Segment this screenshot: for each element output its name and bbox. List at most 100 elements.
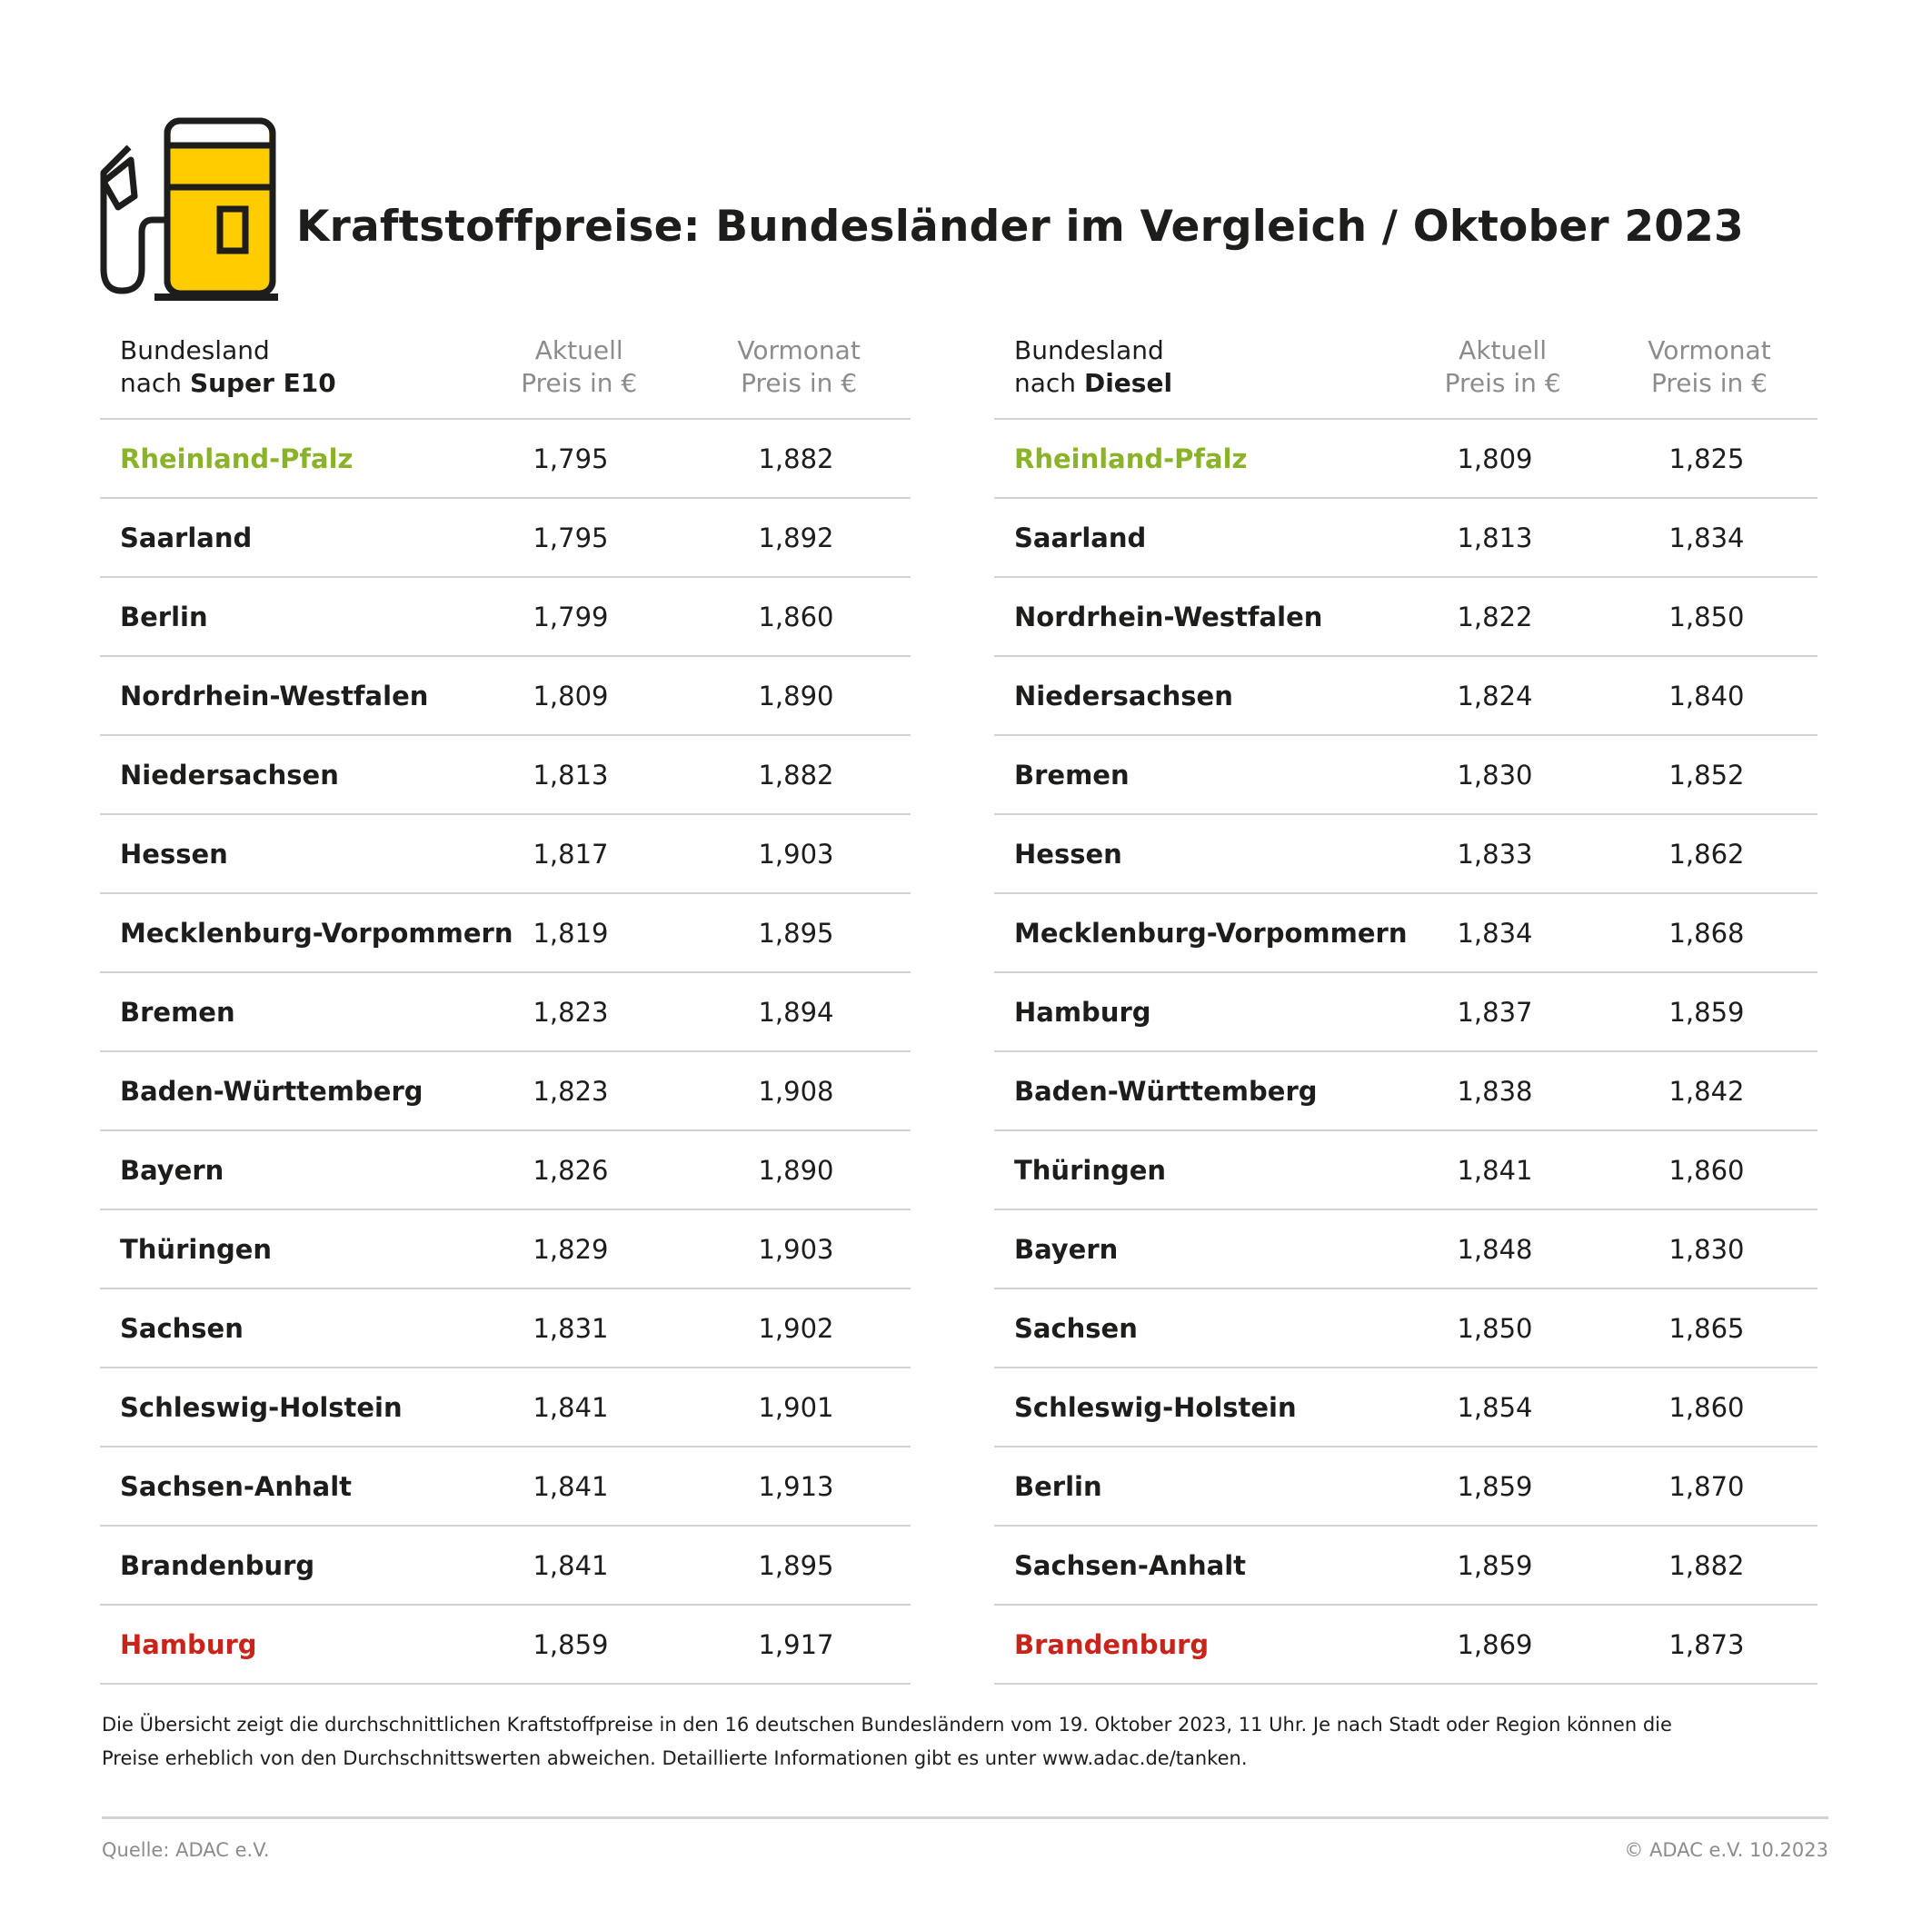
diesel-table: Bundesland nach Diesel Aktuell Preis in … [994,329,1817,1685]
header-prefix: nach [120,368,190,398]
header-label: Aktuell [1459,335,1548,365]
current-price: 1,823 [533,1075,609,1107]
current-price: 1,834 [1457,917,1533,949]
previous-price: 1,825 [1668,443,1745,474]
state-name: Saarland [1014,522,1147,553]
state-name: Baden-Württemberg [120,1075,423,1107]
previous-price: 1,882 [1668,1549,1745,1581]
previous-price: 1,840 [1668,680,1745,711]
current-price: 1,859 [1457,1549,1533,1581]
source-credit: Quelle: ADAC e.V. [102,1839,270,1861]
state-name: Nordrhein-Westfalen [1014,601,1323,632]
current-price: 1,841 [533,1391,609,1423]
footnote: Die Übersicht zeigt die durchschnittlich… [102,1708,1810,1776]
previous-price: 1,913 [758,1470,834,1502]
state-name: Schleswig-Holstein [1014,1391,1297,1423]
state-column-header: Bundesland nach Diesel [994,329,1404,418]
state-name: Baden-Württemberg [1014,1075,1318,1107]
table-header: Bundesland nach Diesel Aktuell Preis in … [994,329,1817,420]
state-name: Hamburg [120,1628,257,1660]
table-row: Saarland 1,795 1,892 [100,499,911,578]
table-body: Rheinland-Pfalz 1,795 1,882 Saarland 1,795 1… [100,420,911,1685]
fuel-pump-icon [100,117,278,301]
current-price: 1,830 [1457,759,1533,791]
previous-price: 1,860 [1668,1154,1745,1186]
current-price: 1,795 [533,522,609,553]
table-row: Bremen 1,823 1,894 [100,973,911,1052]
header-label: Vormonat [737,335,861,365]
state-name: Sachsen-Anhalt [1014,1549,1247,1581]
table-row: Mecklenburg-Vorpommern 1,819 1,895 [100,894,911,973]
state-name: Bremen [1014,759,1130,791]
footnote-line-1: Die Übersicht zeigt die durchschnittlich… [102,1714,1672,1736]
table-row: Hessen 1,817 1,903 [100,815,911,894]
state-name: Thüringen [1014,1154,1167,1186]
super-e10-table: Bundesland nach Super E10 Aktuell Preis … [100,329,911,1685]
state-name: Niedersachsen [120,759,339,791]
header-unit: Preis in € [1444,368,1561,398]
state-name: Brandenburg [120,1549,315,1581]
table-row: Sachsen-Anhalt 1,859 1,882 [994,1527,1817,1606]
state-name: Rheinland-Pfalz [120,443,354,474]
table-row: Sachsen-Anhalt 1,841 1,913 [100,1447,911,1527]
current-price: 1,823 [533,996,609,1028]
state-name: Sachsen [120,1312,244,1344]
current-price: 1,869 [1457,1628,1533,1660]
previous-price: 1,830 [1668,1233,1745,1265]
current-price: 1,859 [533,1628,609,1660]
current-price: 1,859 [1457,1470,1533,1502]
header-prefix: nach [1014,368,1084,398]
current-price: 1,831 [533,1312,609,1344]
fuel-type-label: Super E10 [189,368,336,398]
current-price: 1,841 [1457,1154,1533,1186]
header-label: Bundesland [120,335,270,365]
previous-price: 1,895 [758,917,834,949]
table-row: Mecklenburg-Vorpommern 1,834 1,868 [994,894,1817,973]
footnote-line-2: Preise erheblich von den Durchschnittswe… [102,1747,1248,1769]
previous-price: 1,902 [758,1312,834,1344]
current-price: 1,838 [1457,1075,1533,1107]
state-name: Hessen [1014,838,1122,870]
state-name: Berlin [1014,1470,1102,1502]
previous-price: 1,834 [1668,522,1745,553]
current-price-column-header: Aktuell Preis in € [471,329,687,418]
table-row: Bremen 1,830 1,852 [994,736,1817,815]
page-title: Kraftstoffpreise: Bundesländer im Vergle… [296,202,1744,252]
header-label: Vormonat [1648,335,1771,365]
state-name: Mecklenburg-Vorpommern [120,917,513,949]
current-price: 1,813 [1457,522,1533,553]
table-row: Thüringen 1,841 1,860 [994,1131,1817,1210]
current-price: 1,799 [533,601,609,632]
current-price: 1,809 [1457,443,1533,474]
current-price: 1,826 [533,1154,609,1186]
previous-price: 1,917 [758,1628,834,1660]
previous-price: 1,852 [1668,759,1745,791]
current-price: 1,813 [533,759,609,791]
table-row: Bayern 1,848 1,830 [994,1210,1817,1289]
state-name: Mecklenburg-Vorpommern [1014,917,1408,949]
table-row: Berlin 1,799 1,860 [100,578,911,657]
current-price: 1,854 [1457,1391,1533,1423]
header-label: Bundesland [1014,335,1164,365]
table-row: Sachsen 1,831 1,902 [100,1289,911,1368]
previous-price: 1,868 [1668,917,1745,949]
table-row: Bayern 1,826 1,890 [100,1131,911,1210]
current-price: 1,817 [533,838,609,870]
table-row: Berlin 1,859 1,870 [994,1447,1817,1527]
fuel-type-label: Diesel [1083,368,1173,398]
previous-price: 1,882 [758,443,834,474]
state-name: Hessen [120,838,228,870]
previous-price: 1,895 [758,1549,834,1581]
previous-price: 1,859 [1668,996,1745,1028]
previous-price: 1,882 [758,759,834,791]
state-name: Saarland [120,522,253,553]
previous-price: 1,903 [758,838,834,870]
state-name: Bayern [1014,1233,1119,1265]
state-name: Bayern [120,1154,224,1186]
current-price: 1,837 [1457,996,1533,1028]
table-row: Schleswig-Holstein 1,841 1,901 [100,1368,911,1447]
header-unit: Preis in € [741,368,858,398]
header-unit: Preis in € [521,368,638,398]
table-row: Rheinland-Pfalz 1,809 1,825 [994,420,1817,499]
state-name: Brandenburg [1014,1628,1210,1660]
